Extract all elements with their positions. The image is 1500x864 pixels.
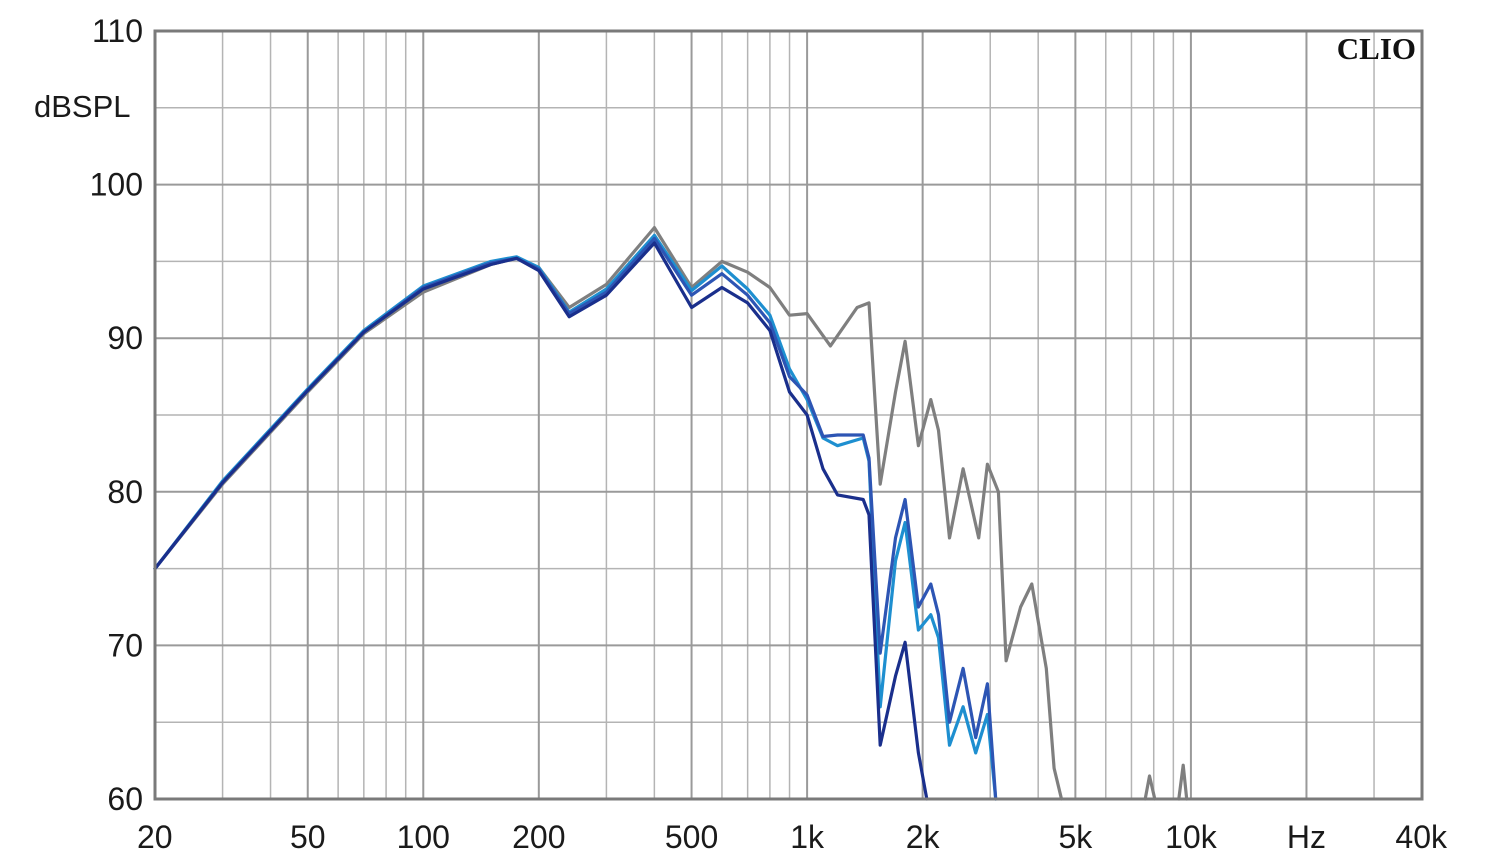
x-tick-label: 50 — [290, 819, 326, 855]
response-curve-1-fragment — [1143, 774, 1157, 801]
x-tick-label: 500 — [665, 819, 718, 855]
curves — [153, 226, 1189, 801]
y-tick-label: 110 — [92, 13, 143, 49]
grid-major — [155, 31, 1422, 799]
y-tick-label: 70 — [107, 627, 143, 663]
response-curve-4 — [153, 241, 929, 801]
x-tick-label: 1k — [790, 819, 825, 855]
x-tick-label: Hz — [1287, 819, 1326, 855]
x-tick-label: 10k — [1165, 819, 1218, 855]
y-tick-label: 80 — [107, 474, 143, 510]
x-tick-label: 5k — [1058, 819, 1093, 855]
x-tick-label: 40k — [1395, 819, 1448, 855]
plot-frame — [153, 29, 1424, 801]
y-tick-label: 100 — [90, 167, 143, 203]
response-curve-1 — [153, 226, 1064, 801]
y-tick-labels: 60 70 80 90 100 110 — [90, 13, 143, 817]
x-tick-label: 20 — [137, 819, 173, 855]
y-axis-label: dBSPL — [34, 89, 131, 124]
grid-minor — [155, 31, 1422, 799]
x-tick-label: 200 — [512, 819, 565, 855]
x-tick-labels: 20 50 100 200 500 1k 2k 5k 10k Hz 40k — [137, 819, 1448, 855]
x-tick-label: 100 — [397, 819, 450, 855]
x-tick-label: 2k — [906, 819, 941, 855]
response-curve-1-fragment — [1177, 763, 1189, 801]
y-tick-label: 60 — [107, 781, 143, 817]
y-tick-label: 90 — [107, 320, 143, 356]
clio-brand-label: CLIO — [1337, 31, 1416, 66]
